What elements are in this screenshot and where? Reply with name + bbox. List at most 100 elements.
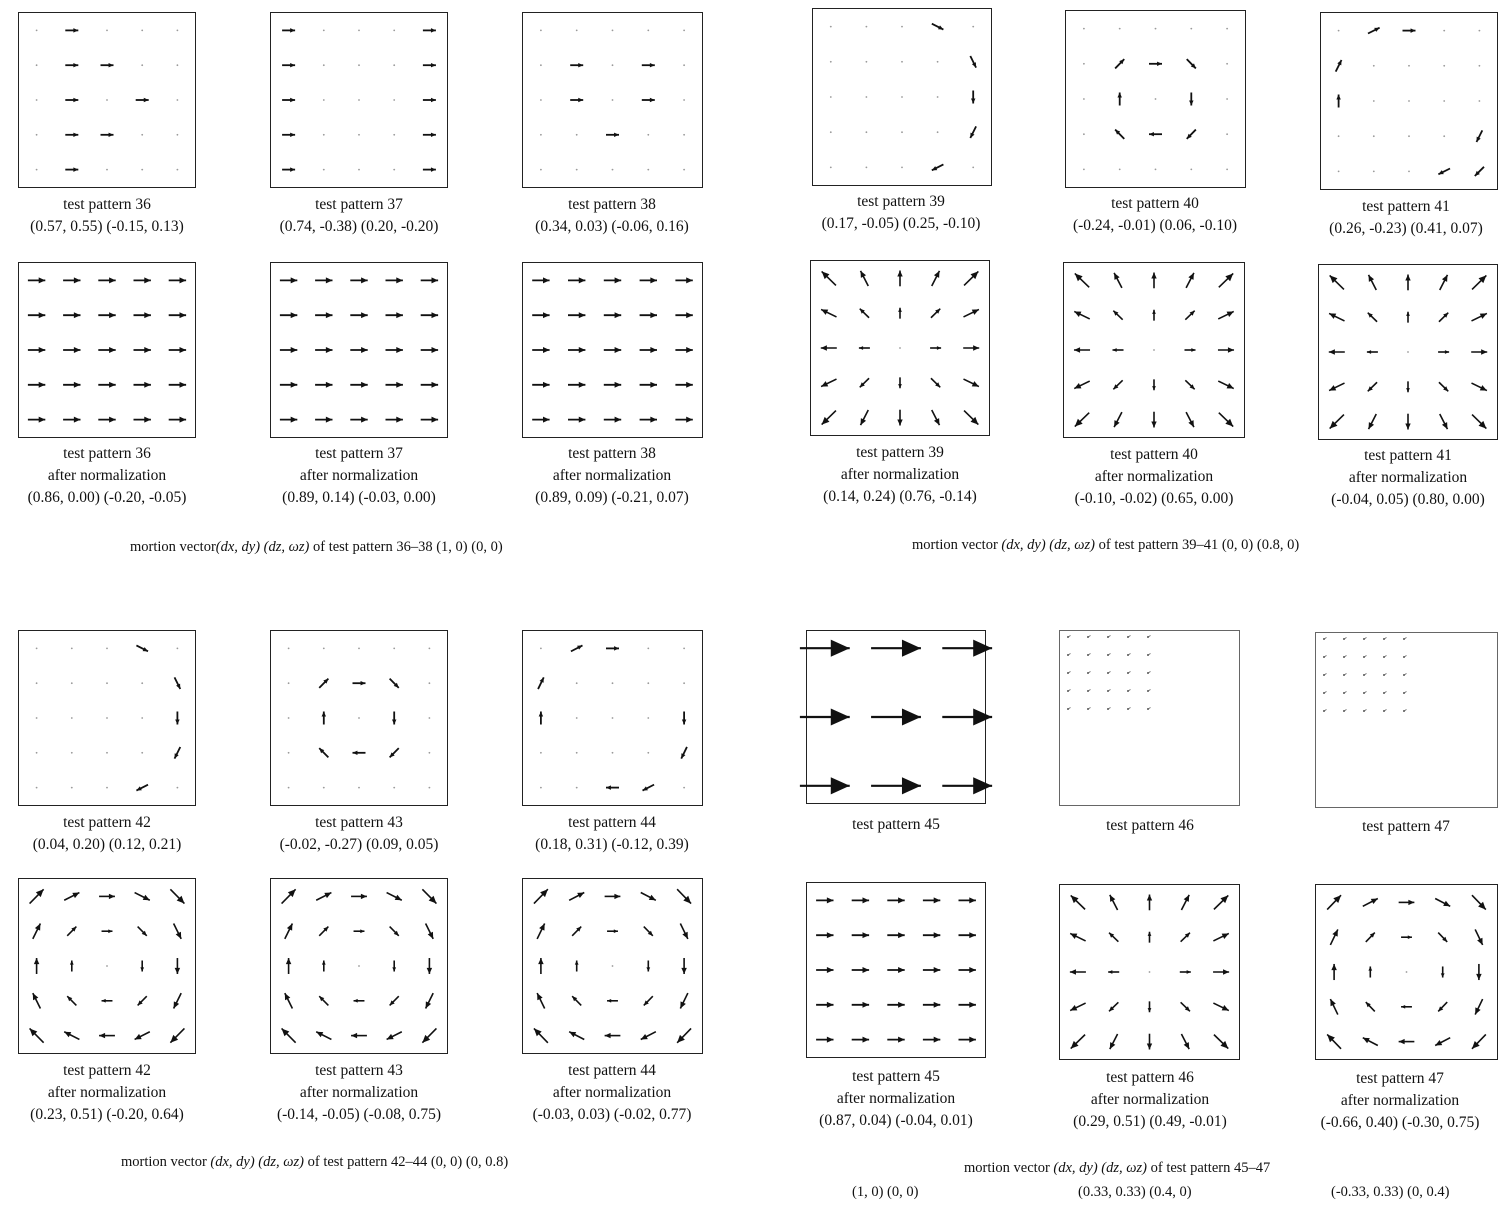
field-p38 <box>540 29 685 171</box>
grid-dot <box>683 99 685 101</box>
vector-arrow <box>1367 312 1378 323</box>
tiny-vector-tail <box>1127 671 1131 674</box>
grid-dot <box>70 647 73 650</box>
caption-text: of test pattern 42–44 (0, 0) (0, 0.8) <box>304 1154 509 1170</box>
grid-dot <box>176 786 179 789</box>
vector-arrow <box>851 1001 870 1008</box>
vector-arrow <box>98 416 116 423</box>
grid-dot <box>575 751 578 754</box>
grid-dot <box>899 347 901 349</box>
vector-arrow <box>604 1032 621 1039</box>
grid-dot <box>1372 100 1375 102</box>
vector-arrow <box>1329 274 1345 290</box>
vector-arrow <box>33 958 40 974</box>
vector-arrow <box>99 1032 115 1039</box>
vector-arrow <box>679 923 689 940</box>
vector-arrow <box>859 270 869 287</box>
grid-dot <box>1408 64 1410 67</box>
vector-arrow <box>641 97 655 103</box>
vector-arrow <box>958 897 976 904</box>
grid-dot <box>1443 29 1446 32</box>
tiny-vector-tail <box>1147 635 1151 638</box>
vector-arrow <box>169 1027 185 1044</box>
grid-dot <box>540 751 542 754</box>
caption-title: test pattern 38 <box>568 196 656 213</box>
vector-arrow <box>1439 274 1449 291</box>
tiny-vector-tail <box>1087 689 1091 692</box>
grid-dot <box>901 60 903 63</box>
vector-arrow <box>1365 931 1376 943</box>
grid-dot <box>141 682 144 685</box>
caption-p44n: test pattern 44 after normalization (-0.03… <box>507 1060 717 1126</box>
caption-values: (0.34, 0.03) (-0.06, 0.16) <box>535 218 689 235</box>
caption-vars: (dx, dy) (dz, ωz) <box>210 1154 304 1170</box>
vector-arrow <box>571 925 582 937</box>
vector-arrow <box>168 347 187 353</box>
tiny-vector-tail <box>1067 653 1071 656</box>
grid-dot <box>575 29 578 32</box>
vector-arrow <box>816 897 834 904</box>
tiny-vector-tail <box>1127 707 1131 710</box>
vector-arrow <box>1074 272 1090 288</box>
grid-dot <box>358 133 360 136</box>
vector-arrow <box>175 711 180 725</box>
grid-dot <box>829 96 832 98</box>
vector-arrow <box>871 777 921 795</box>
grid-dot <box>1154 98 1157 100</box>
caption-p42: test pattern 42 (0.04, 0.20) (0.12, 0.21) <box>7 812 207 856</box>
vector-arrow <box>1213 932 1230 942</box>
vector-arrow <box>32 992 42 1009</box>
grid-dot <box>1153 349 1155 351</box>
vector-arrow <box>1113 272 1123 289</box>
caption-p40n: test pattern 40 after normalization (-0.10… <box>1046 444 1262 510</box>
field-p39n <box>820 270 980 426</box>
grid-dot <box>1408 135 1410 138</box>
vector-arrow <box>821 410 837 426</box>
vector-arrow <box>897 409 903 426</box>
vector-arrow <box>606 132 619 138</box>
vector-arrow <box>281 888 297 905</box>
vector-arrow <box>1069 969 1086 975</box>
vector-arrow <box>1185 411 1195 428</box>
grid-dot <box>1408 170 1410 173</box>
vector-arrow <box>421 1027 437 1044</box>
vector-arrow <box>140 960 145 972</box>
field-p42 <box>35 644 182 792</box>
vector-arrow <box>958 1036 976 1043</box>
caption-p46: test pattern 46 <box>1050 815 1250 837</box>
vector-arrow <box>133 347 151 353</box>
tiny-vector-tail <box>1127 653 1131 656</box>
vector-arrow <box>570 644 583 653</box>
grid-dot <box>540 168 542 171</box>
vector-arrow <box>27 277 46 284</box>
grid-dot <box>1408 100 1410 102</box>
vector-arrow <box>1189 92 1194 106</box>
vector-arrow <box>1362 1036 1379 1047</box>
grid-dot <box>1478 100 1481 102</box>
vector-arrow <box>168 312 187 319</box>
vector-arrow <box>963 308 980 318</box>
grid-dot <box>35 99 38 101</box>
grid-dot <box>611 751 614 754</box>
grid-dot <box>141 133 144 136</box>
vector-arrow <box>1402 28 1416 33</box>
field-p44n <box>533 888 692 1044</box>
grid-dot <box>358 786 360 789</box>
vector-arrow <box>1213 1002 1230 1012</box>
grid-dot <box>287 647 290 650</box>
grid-dot <box>611 682 614 685</box>
vector-arrow <box>532 347 550 353</box>
vector-arrow <box>887 1036 905 1043</box>
vector-arrow <box>98 347 116 353</box>
grid-dot <box>176 64 179 67</box>
tiny-vector-tail <box>1067 635 1071 638</box>
grid-dot <box>611 717 614 719</box>
field-p40n <box>1073 272 1235 428</box>
vector-arrow <box>969 55 977 69</box>
vector-arrow <box>942 708 993 726</box>
vector-arrow <box>386 891 403 901</box>
vector-arrow <box>675 416 693 423</box>
vector-arrow <box>532 381 550 388</box>
vector-arrow <box>100 132 114 138</box>
caption-values: (-0.66, 0.40) (-0.30, 0.75) <box>1320 1114 1480 1131</box>
